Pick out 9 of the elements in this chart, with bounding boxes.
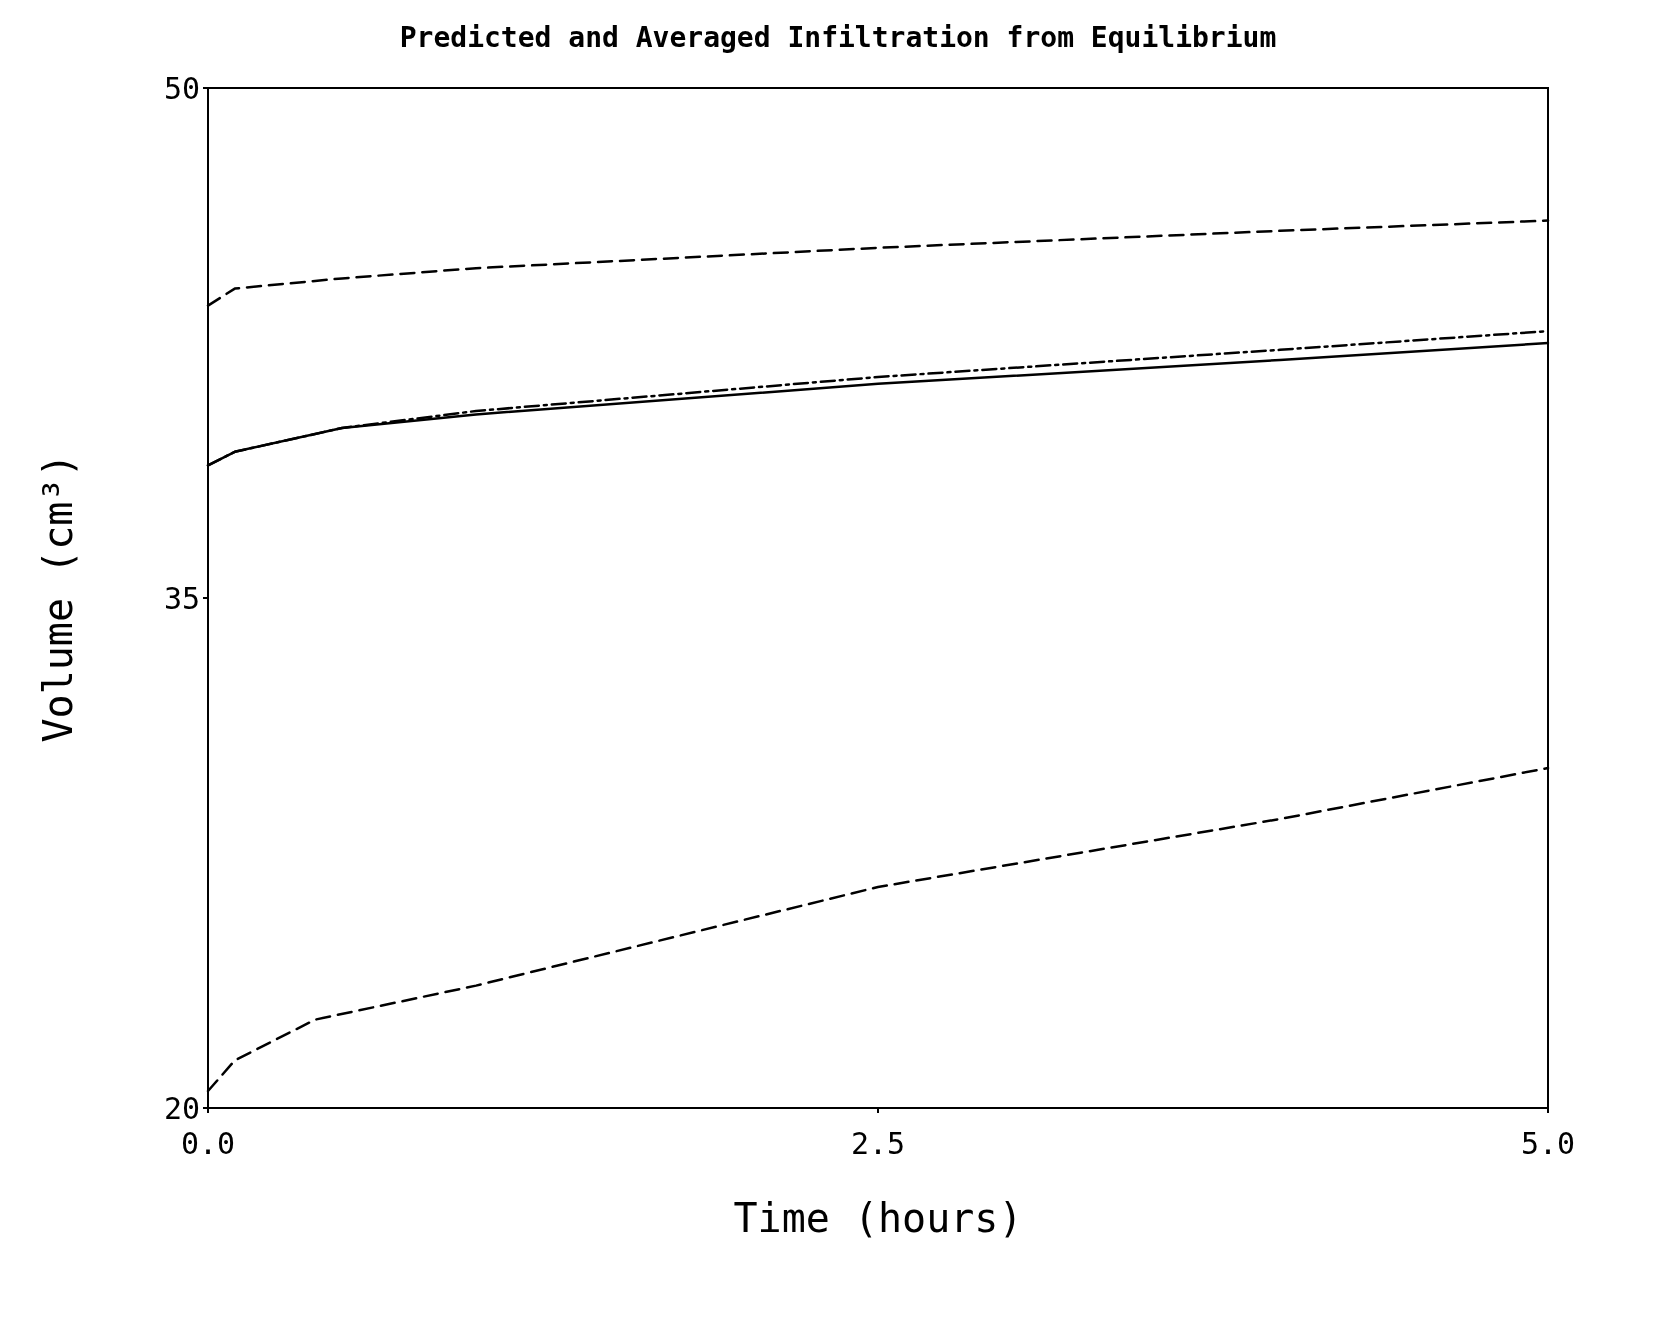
x-tick-label: 5.0 <box>1520 1125 1576 1161</box>
y-tick-label: 20 <box>163 1090 200 1126</box>
x-tick-label: 0.0 <box>180 1125 236 1161</box>
chart-title: Predicted and Averaged Infiltration from Equilibrium <box>399 20 1277 54</box>
x-tick-label: 2.5 <box>850 1125 906 1161</box>
y-axis-title: Volume (cm³) <box>35 453 81 743</box>
x-axis-title: Time (hours) <box>733 1195 1023 1241</box>
y-tick-label: 35 <box>163 580 200 616</box>
y-tick-label: 50 <box>163 70 200 106</box>
